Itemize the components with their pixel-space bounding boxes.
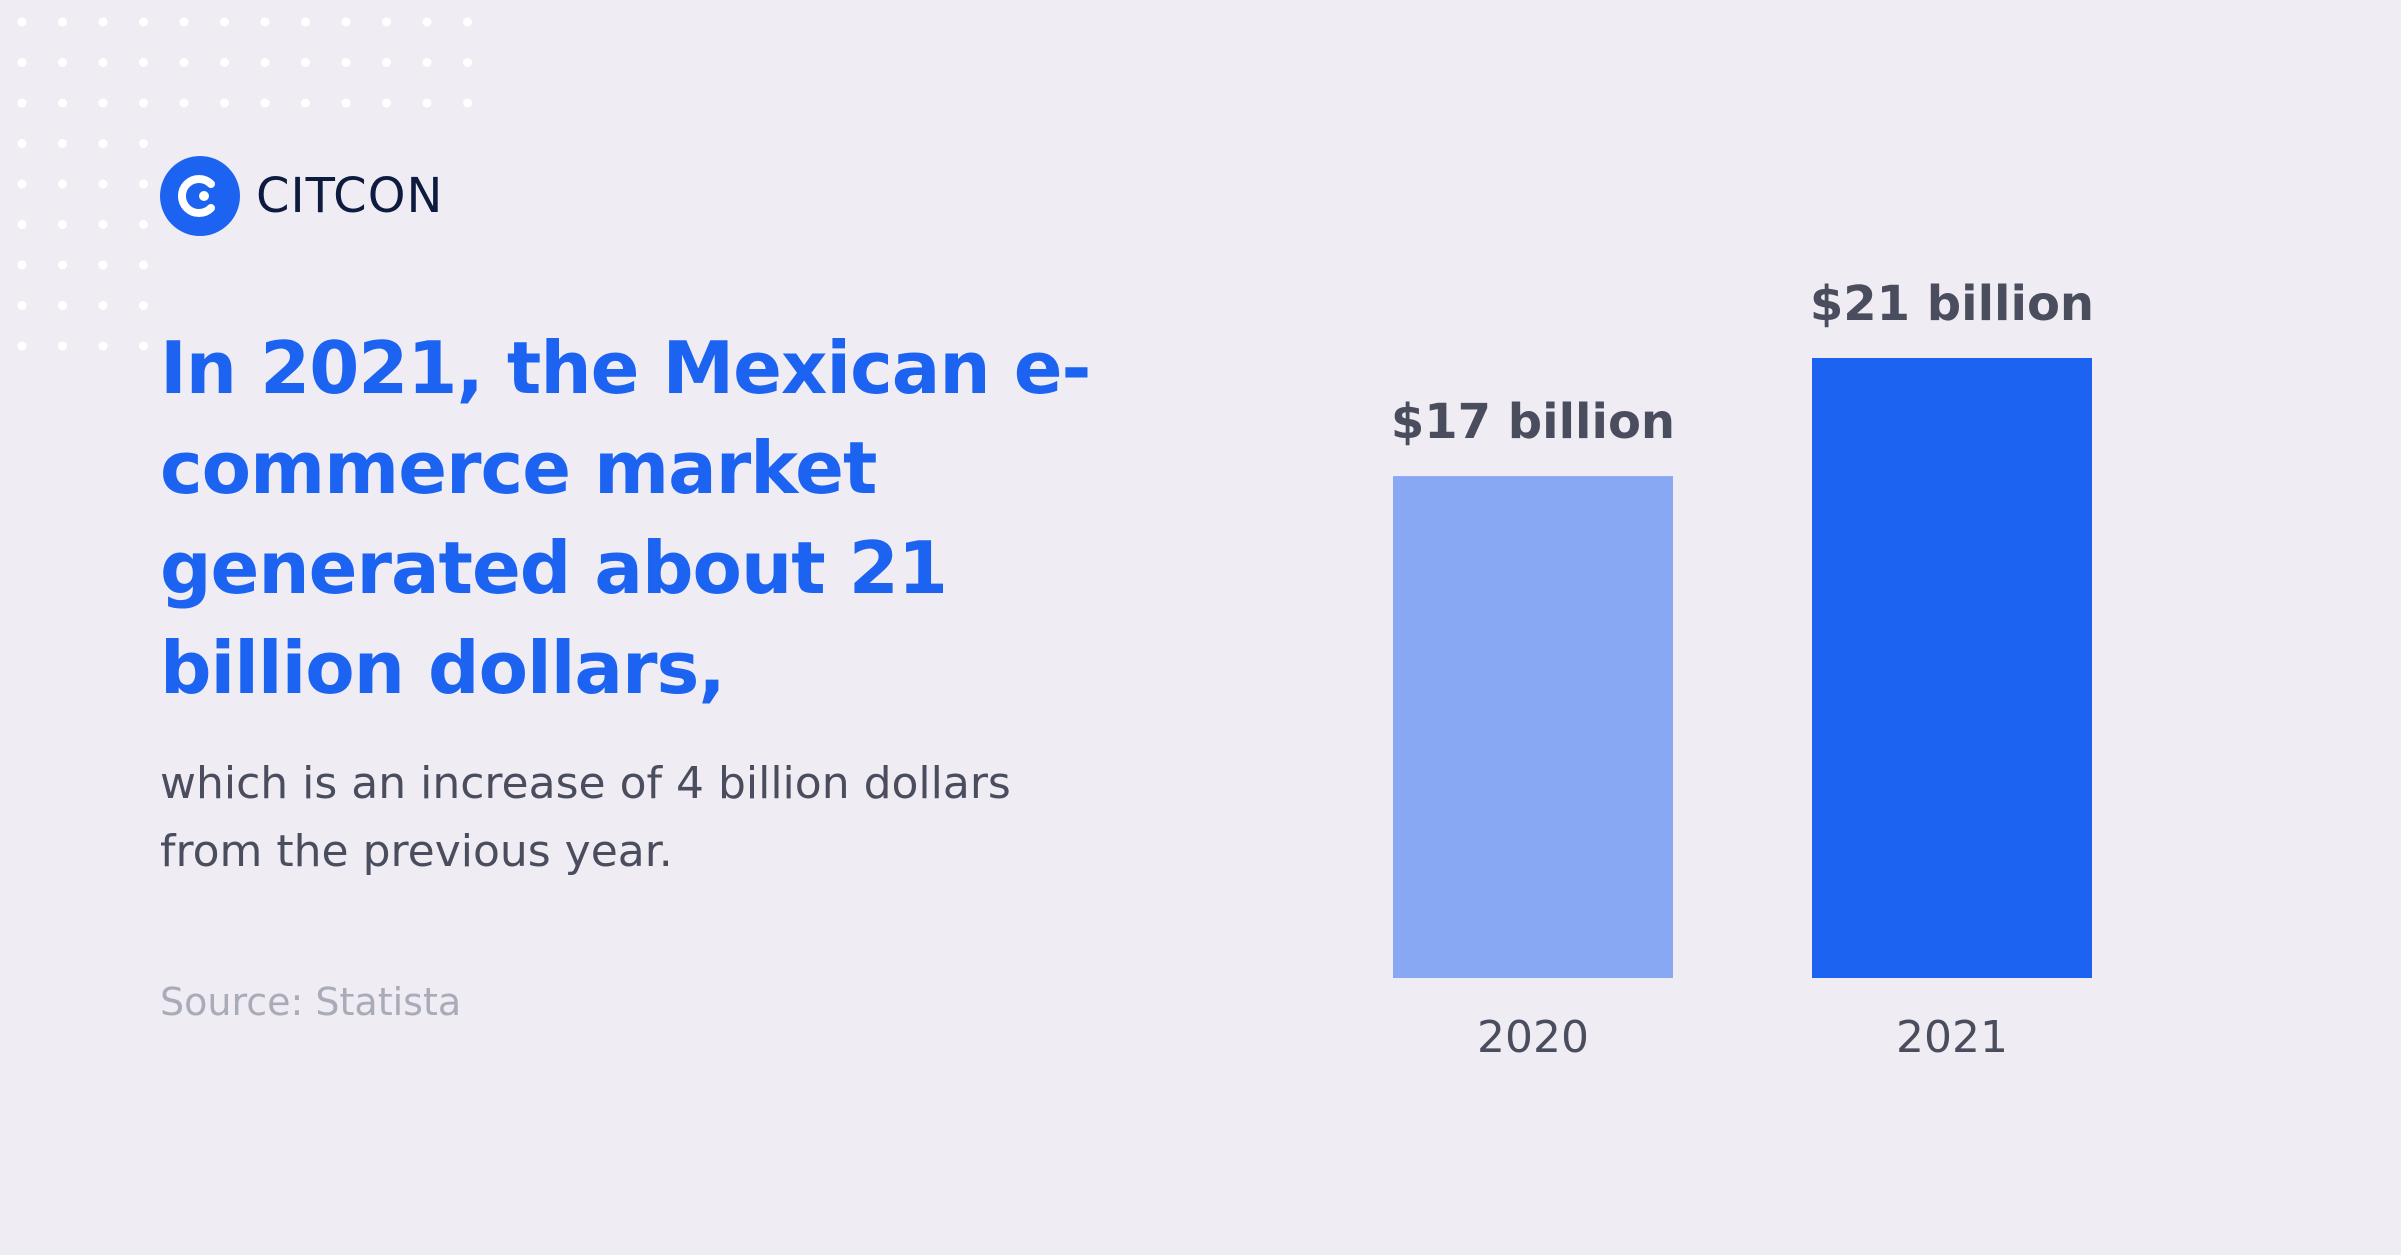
decor-dot xyxy=(422,98,432,108)
headline: In 2021, the Mexican e-commerce market g… xyxy=(160,326,1091,710)
subtext: which is an increase of 4 billion dollar… xyxy=(160,758,1011,877)
decor-dot xyxy=(139,220,148,229)
decor-dot xyxy=(382,98,391,108)
decor-dot xyxy=(58,179,67,189)
decor-dot xyxy=(58,139,67,148)
decor-dot xyxy=(98,17,108,27)
decor-dot xyxy=(463,58,472,67)
decor-dot xyxy=(17,58,27,67)
decor-dot xyxy=(341,58,351,67)
decor-dot xyxy=(58,341,67,351)
decor-dot xyxy=(58,58,67,67)
decor-dot xyxy=(260,98,270,108)
dot-pattern-decoration xyxy=(17,17,472,351)
decor-dot xyxy=(382,17,391,27)
decor-dot xyxy=(17,341,27,351)
decor-dot xyxy=(58,220,67,229)
decor-dot xyxy=(58,98,67,108)
category-label-2020: 2020 xyxy=(1477,1012,1589,1063)
decor-dot xyxy=(382,58,391,67)
decor-dot xyxy=(139,58,148,67)
decor-dot xyxy=(260,17,270,27)
decor-dot xyxy=(98,179,108,189)
category-label-2021: 2021 xyxy=(1896,1012,2008,1063)
bar-2020 xyxy=(1393,476,1673,978)
decor-dot xyxy=(17,260,27,270)
decor-dot xyxy=(139,179,148,189)
decor-dot xyxy=(17,220,27,229)
decor-dot xyxy=(341,98,351,108)
decor-dot xyxy=(139,301,148,310)
decor-dot xyxy=(139,98,148,108)
value-label-2020: $17 billion xyxy=(1391,394,1675,450)
decor-dot xyxy=(17,17,27,27)
decor-dot xyxy=(220,98,229,108)
decor-dot xyxy=(179,98,189,108)
decor-dot xyxy=(17,98,27,108)
decor-dot xyxy=(58,301,67,310)
decor-dot xyxy=(341,17,351,27)
decor-dot xyxy=(463,17,472,27)
decor-dot xyxy=(139,17,148,27)
decor-dot xyxy=(17,139,27,148)
decor-dot xyxy=(98,341,108,351)
source-note: Source: Statista xyxy=(160,980,462,1024)
decor-dot xyxy=(301,58,310,67)
decor-dot xyxy=(139,260,148,270)
decor-dot xyxy=(422,58,432,67)
decor-dot xyxy=(98,260,108,270)
decor-dot xyxy=(139,139,148,148)
decor-dot xyxy=(463,98,472,108)
citcon-logo-icon xyxy=(160,156,240,236)
decor-dot xyxy=(58,260,67,270)
decor-dot xyxy=(98,139,108,148)
decor-dot xyxy=(301,17,310,27)
brand-name: CITCON xyxy=(256,168,444,224)
decor-dot xyxy=(179,58,189,67)
value-label-2021: $21 billion xyxy=(1810,276,2094,332)
decor-dot xyxy=(139,341,148,351)
decor-dot xyxy=(17,179,27,189)
brand-logo: CITCON xyxy=(160,156,443,236)
decor-dot xyxy=(58,17,67,27)
decor-dot xyxy=(98,220,108,229)
decor-dot xyxy=(17,301,27,310)
decor-dot xyxy=(220,58,229,67)
decor-dot xyxy=(98,301,108,310)
decor-dot xyxy=(98,98,108,108)
decor-dot xyxy=(260,58,270,67)
decor-dot xyxy=(179,17,189,27)
decor-dot xyxy=(98,58,108,67)
decor-dot xyxy=(301,98,310,108)
decor-dot xyxy=(220,17,229,27)
decor-dot xyxy=(422,17,432,27)
bar-2021 xyxy=(1812,358,2092,978)
